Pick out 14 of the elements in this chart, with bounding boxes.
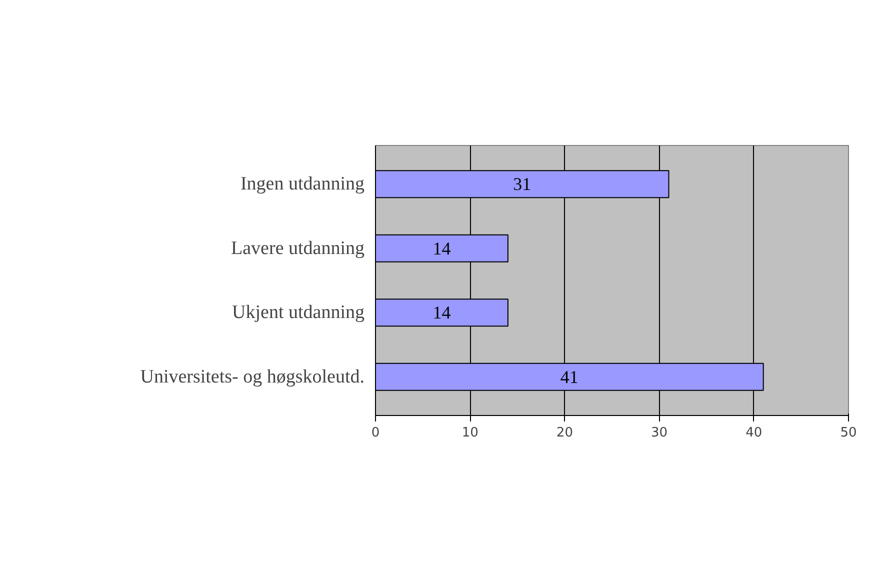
y-tick-label: Lavere utdanning (231, 238, 365, 259)
x-tick-label: 40 (746, 426, 762, 440)
x-tick-label: 50 (840, 426, 857, 440)
x-tick-label: 20 (556, 426, 573, 440)
data-label: 31 (513, 174, 532, 194)
data-label: 14 (432, 238, 451, 258)
x-tick-label: 30 (651, 426, 668, 440)
x-tick-label: 10 (462, 426, 478, 440)
y-tick-label: Ukjent utdanning (232, 302, 365, 324)
y-tick-label: Universitets- og høgskoleutd. (140, 366, 364, 388)
x-tick-label: 0 (371, 426, 380, 440)
data-label: 41 (560, 366, 578, 387)
data-label: 14 (432, 302, 451, 323)
y-tick-label: Ingen utdanning (240, 174, 365, 195)
